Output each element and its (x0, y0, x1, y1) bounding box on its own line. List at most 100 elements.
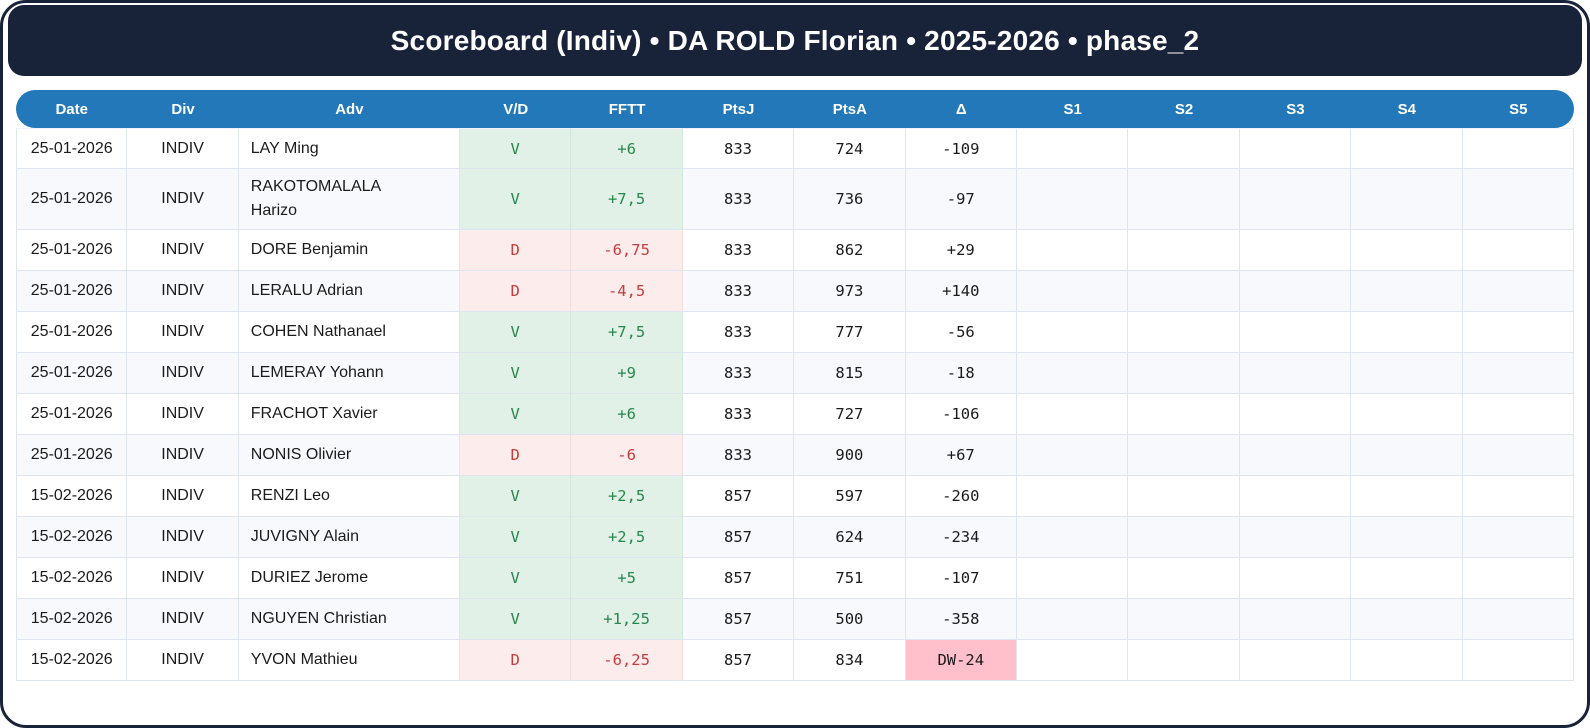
division-cell: INDIV (127, 599, 239, 640)
division-cell: INDIV (127, 230, 239, 271)
player-points-cell: 833 (682, 128, 795, 169)
title-bar: Scoreboard (Indiv) • DA ROLD Florian • 2… (8, 5, 1582, 76)
set-score-cell-2 (1128, 640, 1240, 681)
fftt-points-cell: +5 (571, 558, 683, 599)
result-cell: V (460, 517, 572, 558)
set-score-cell-5 (1462, 599, 1574, 640)
table-row: 25-01-2026 INDIV LEMERAY Yohann V +9 833… (16, 353, 1574, 394)
set-score-cell-4 (1351, 128, 1463, 169)
set-score-cell-2 (1128, 353, 1240, 394)
adversary-cell: RAKOTOMALALA Harizo (238, 169, 461, 230)
adversary-name: JUVIGNY Alain (250, 528, 359, 545)
set-score-cell-3 (1239, 517, 1352, 558)
delta-cell: +140 (905, 271, 1017, 312)
set-score-cell-3 (1239, 640, 1352, 681)
adversary-name: YVON Mathieu (250, 651, 358, 668)
adversary-cell: DORE Benjamin (238, 230, 461, 271)
set-score-cell-3 (1239, 394, 1352, 435)
set-score-cell-2 (1128, 128, 1240, 169)
set-score-cell-2 (1128, 435, 1240, 476)
page-title: Scoreboard (Indiv) • DA ROLD Florian • 2… (390, 24, 1200, 56)
adversary-name: DORE Benjamin (250, 241, 369, 258)
set-score-cell-5 (1462, 435, 1574, 476)
fftt-points-cell: +1,25 (571, 599, 683, 640)
adversary-points-cell: 751 (794, 558, 906, 599)
delta-cell: -234 (905, 517, 1017, 558)
player-points-cell: 833 (682, 312, 795, 353)
table-row: 25-01-2026 INDIV DORE Benjamin D -6,75 8… (16, 230, 1574, 271)
set-score-cell-5 (1462, 394, 1574, 435)
set-score-cell-2 (1128, 230, 1240, 271)
set-score-cell-1 (1016, 353, 1129, 394)
set-score-cell-1 (1016, 128, 1129, 169)
table-row: 15-02-2026 INDIV YVON Mathieu D -6,25 85… (16, 640, 1574, 681)
player-points-cell: 857 (682, 476, 795, 517)
player-points-cell: 833 (682, 169, 795, 230)
adversary-cell: COHEN Nathanael (238, 312, 461, 353)
adversary-points-cell: 724 (794, 128, 906, 169)
scoreboard-table: Date Div Adv V/D FFTT PtsJ PtsA Δ S1 S2 … (16, 90, 1574, 681)
division-cell: INDIV (127, 558, 239, 599)
set-score-cell-5 (1462, 353, 1574, 394)
fftt-points-cell: +7,5 (571, 312, 683, 353)
set-score-cell-3 (1239, 128, 1352, 169)
fftt-points-cell: +7,5 (571, 169, 683, 230)
division-cell: INDIV (127, 517, 239, 558)
column-header-vd: V/D (460, 90, 572, 128)
date-cell: 15-02-2026 (16, 517, 128, 558)
set-score-cell-2 (1128, 517, 1240, 558)
date-cell: 25-01-2026 (16, 435, 128, 476)
adversary-name: NONIS Olivier (250, 446, 352, 463)
date-cell: 25-01-2026 (16, 271, 128, 312)
set-score-cell-4 (1351, 169, 1463, 230)
result-cell: V (460, 312, 572, 353)
set-score-cell-1 (1016, 476, 1129, 517)
date-cell: 15-02-2026 (16, 558, 128, 599)
set-score-cell-2 (1128, 169, 1240, 230)
set-score-cell-2 (1128, 476, 1240, 517)
table-row: 15-02-2026 INDIV NGUYEN Christian V +1,2… (16, 599, 1574, 640)
set-score-cell-3 (1239, 230, 1352, 271)
adversary-name: FRACHOT Xavier (250, 405, 378, 422)
adversary-points-cell: 624 (794, 517, 906, 558)
column-header-ptsa: PtsA (794, 90, 906, 128)
table-body: 25-01-2026 INDIV LAY Ming V +6 833 724 -… (16, 128, 1574, 681)
set-score-cell-1 (1016, 271, 1129, 312)
adversary-points-cell: 727 (794, 394, 906, 435)
result-cell: V (460, 128, 572, 169)
set-score-cell-4 (1351, 476, 1463, 517)
fftt-points-cell: -6 (571, 435, 683, 476)
set-score-cell-2 (1128, 558, 1240, 599)
date-cell: 25-01-2026 (16, 128, 128, 169)
set-score-cell-5 (1462, 128, 1574, 169)
set-score-cell-3 (1239, 169, 1352, 230)
result-cell: D (460, 271, 572, 312)
date-cell: 25-01-2026 (16, 312, 128, 353)
fftt-points-cell: -6,75 (571, 230, 683, 271)
result-cell: D (460, 230, 572, 271)
set-score-cell-5 (1462, 312, 1574, 353)
division-cell: INDIV (127, 312, 239, 353)
table-row: 25-01-2026 INDIV LERALU Adrian D -4,5 83… (16, 271, 1574, 312)
set-score-cell-5 (1462, 169, 1574, 230)
column-header-s5: S5 (1462, 90, 1574, 128)
date-cell: 15-02-2026 (16, 476, 128, 517)
set-score-cell-5 (1462, 558, 1574, 599)
player-points-cell: 857 (682, 558, 795, 599)
set-score-cell-3 (1239, 271, 1352, 312)
date-cell: 15-02-2026 (16, 599, 128, 640)
player-points-cell: 833 (682, 435, 795, 476)
adversary-name: LEMERAY Yohann (250, 364, 384, 381)
column-header-s1: S1 (1016, 90, 1129, 128)
set-score-cell-1 (1016, 169, 1129, 230)
set-score-cell-4 (1351, 640, 1463, 681)
set-score-cell-2 (1128, 271, 1240, 312)
delta-cell: -18 (905, 353, 1017, 394)
player-points-cell: 833 (682, 230, 795, 271)
column-header-s3: S3 (1239, 90, 1352, 128)
delta-cell: DW-24 (905, 640, 1017, 681)
table-row: 25-01-2026 INDIV FRACHOT Xavier V +6 833… (16, 394, 1574, 435)
set-score-cell-4 (1351, 394, 1463, 435)
set-score-cell-2 (1128, 312, 1240, 353)
fftt-points-cell: -4,5 (571, 271, 683, 312)
